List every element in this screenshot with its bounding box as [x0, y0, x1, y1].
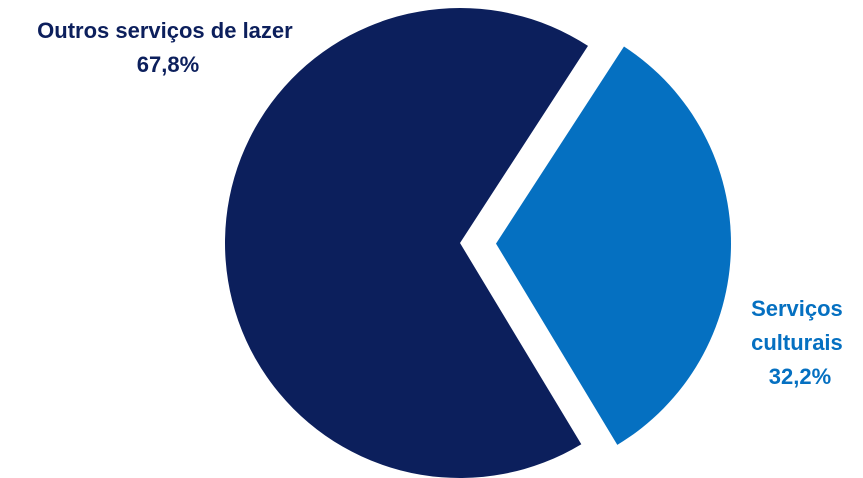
slice-label-outros: Outros serviços de lazer 67,8%	[37, 18, 299, 77]
slice-servicos-culturais	[495, 46, 731, 445]
slice-outros-servicos	[225, 8, 588, 478]
slice-label-culturais: Serviços culturais 32,2%	[751, 296, 849, 389]
